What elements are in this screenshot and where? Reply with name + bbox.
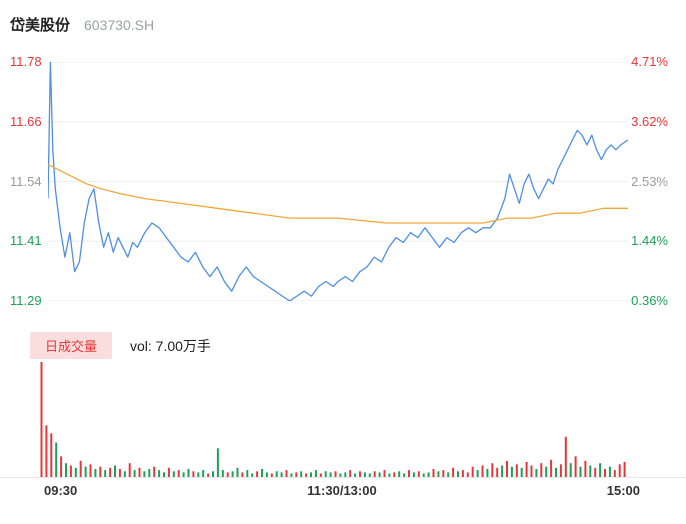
daily-volume-tab[interactable]: 日成交量 bbox=[30, 332, 113, 359]
price-axis-label: 11.78 bbox=[10, 54, 42, 69]
change-axis-label: 4.71% bbox=[631, 54, 668, 69]
stock-name: 岱美股份 bbox=[10, 17, 71, 34]
volume-chart[interactable] bbox=[40, 360, 628, 477]
price-axis-left: 11.78 11.66 11.54 11.41 11.29 bbox=[10, 53, 52, 310]
time-axis-line bbox=[0, 477, 686, 478]
price-axis-label: 11.41 bbox=[10, 233, 42, 249]
stock-code: 603730.SH bbox=[84, 17, 155, 33]
change-axis-label: 2.53% bbox=[631, 173, 668, 189]
change-axis-label: 1.44% bbox=[631, 233, 668, 249]
time-axis-label-open: 09:30 bbox=[44, 483, 78, 498]
price-chart-canvas[interactable] bbox=[48, 62, 628, 301]
change-axis-label: 3.62% bbox=[631, 113, 668, 129]
time-axis: 09:30 11:30/13:00 15:00 bbox=[0, 483, 686, 503]
volume-header: 日成交量 vol: 7.00万手 bbox=[0, 332, 686, 359]
price-axis-label: 11.29 bbox=[10, 293, 42, 308]
price-chart[interactable] bbox=[48, 62, 628, 301]
volume-chart-canvas[interactable] bbox=[40, 360, 628, 477]
price-axis-label: 11.66 bbox=[10, 113, 42, 129]
price-axis-label: 11.54 bbox=[10, 173, 42, 189]
time-axis-label-close: 15:00 bbox=[606, 483, 640, 498]
change-axis-label: 0.36% bbox=[631, 293, 668, 308]
time-axis-label-midday: 11:30/13:00 bbox=[307, 483, 377, 498]
stock-header: 岱美股份 603730.SH bbox=[10, 14, 154, 35]
volume-value: vol: 7.00万手 bbox=[130, 338, 211, 354]
change-axis-right: 4.71% 3.62% 2.53% 1.44% 0.36% bbox=[618, 53, 668, 310]
